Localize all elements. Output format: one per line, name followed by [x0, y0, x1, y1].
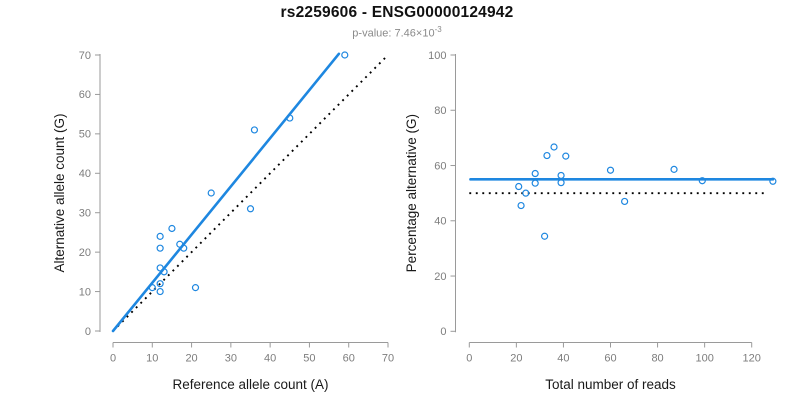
- left-y-tick-label: 0: [85, 326, 91, 338]
- left-data-point: [286, 114, 294, 122]
- right-y-tick-label: 60: [434, 160, 446, 172]
- right-data-point: [550, 143, 558, 151]
- right-data-point: [517, 201, 525, 210]
- right-y-tick-label: 40: [434, 216, 446, 228]
- left-x-tick-label: 10: [146, 353, 158, 365]
- left-x-tick-label: 30: [225, 353, 237, 365]
- right-x-tick-label: 0: [466, 353, 472, 365]
- left-data-point: [156, 244, 164, 252]
- right-data-point: [531, 179, 539, 187]
- left-data-point: [250, 126, 259, 134]
- left-data-point: [168, 224, 176, 233]
- left-data-point: [156, 232, 164, 240]
- left-x-tick-label: 70: [382, 353, 394, 365]
- left-data-point: [341, 51, 349, 59]
- right-data-point: [531, 169, 539, 178]
- left-x-tick-label: 0: [110, 353, 116, 365]
- left-data-point: [191, 284, 200, 292]
- right-x-axis-title: Total number of reads: [545, 377, 676, 392]
- right-y-tick-label: 80: [434, 105, 446, 117]
- right-x-tick-label: 120: [743, 353, 761, 365]
- right-x-tick-label: 20: [510, 353, 522, 365]
- left-data-point: [207, 189, 215, 197]
- left-x-tick-label: 50: [303, 353, 315, 365]
- figure-header: rs2259606 - ENSG00000124942 p-value: 7.4…: [0, 0, 794, 40]
- left-y-tick-label: 30: [79, 208, 91, 220]
- left-y-tick-label: 10: [79, 286, 91, 298]
- right-data-point: [562, 152, 570, 160]
- right-data-point: [698, 177, 706, 185]
- left-x-tick-label: 40: [264, 353, 276, 365]
- right-data-point: [515, 182, 523, 191]
- right-y-tick-label: 0: [440, 326, 446, 338]
- left-data-point: [160, 268, 168, 276]
- right-data-point: [670, 165, 678, 173]
- chart-title: rs2259606 - ENSG00000124942: [280, 4, 514, 21]
- right-x-tick-label: 80: [651, 353, 663, 365]
- right-data-point: [557, 179, 565, 187]
- right-data-point: [606, 166, 615, 174]
- left-y-tick-label: 60: [79, 89, 91, 101]
- left-data-point: [148, 284, 156, 292]
- left-y-tick-label: 20: [79, 247, 91, 259]
- left-x-tick-label: 20: [185, 353, 197, 365]
- left-y-axis-title: Alternative allele count (G): [52, 113, 67, 272]
- right-data-point: [541, 232, 549, 240]
- left-fit-line: [111, 52, 341, 333]
- right-data-point: [522, 189, 530, 197]
- left-data-point: [180, 244, 188, 252]
- right-y-axis-title: Percentage alternative (G): [404, 114, 419, 272]
- right-data-point: [769, 177, 777, 185]
- p-value-exponent: -3: [434, 25, 442, 34]
- left-data-point: [176, 240, 184, 248]
- right-x-tick-label: 100: [695, 353, 713, 365]
- left-y-tick-label: 70: [79, 50, 91, 62]
- right-data-point: [621, 197, 629, 206]
- right-data-point: [543, 151, 551, 160]
- p-value-text: p-value: 7.46×10: [352, 27, 435, 40]
- right-x-tick-label: 40: [557, 353, 569, 365]
- left-data-point: [156, 287, 164, 296]
- left-y-tick-label: 40: [79, 168, 91, 180]
- left-x-axis-title: Reference allele count (A): [172, 377, 328, 392]
- right-x-tick-label: 60: [604, 353, 616, 365]
- left-x-tick-label: 60: [343, 353, 355, 365]
- left-data-point: [246, 205, 255, 213]
- chart-subtitle: p-value: 7.46×10-3: [0, 25, 794, 40]
- left-y-tick-label: 50: [79, 129, 91, 141]
- left-data-point: [156, 280, 164, 288]
- right-y-tick-label: 100: [428, 50, 446, 62]
- right-data-point: [557, 171, 565, 180]
- right-y-tick-label: 20: [434, 271, 446, 283]
- left-data-point: [156, 264, 164, 272]
